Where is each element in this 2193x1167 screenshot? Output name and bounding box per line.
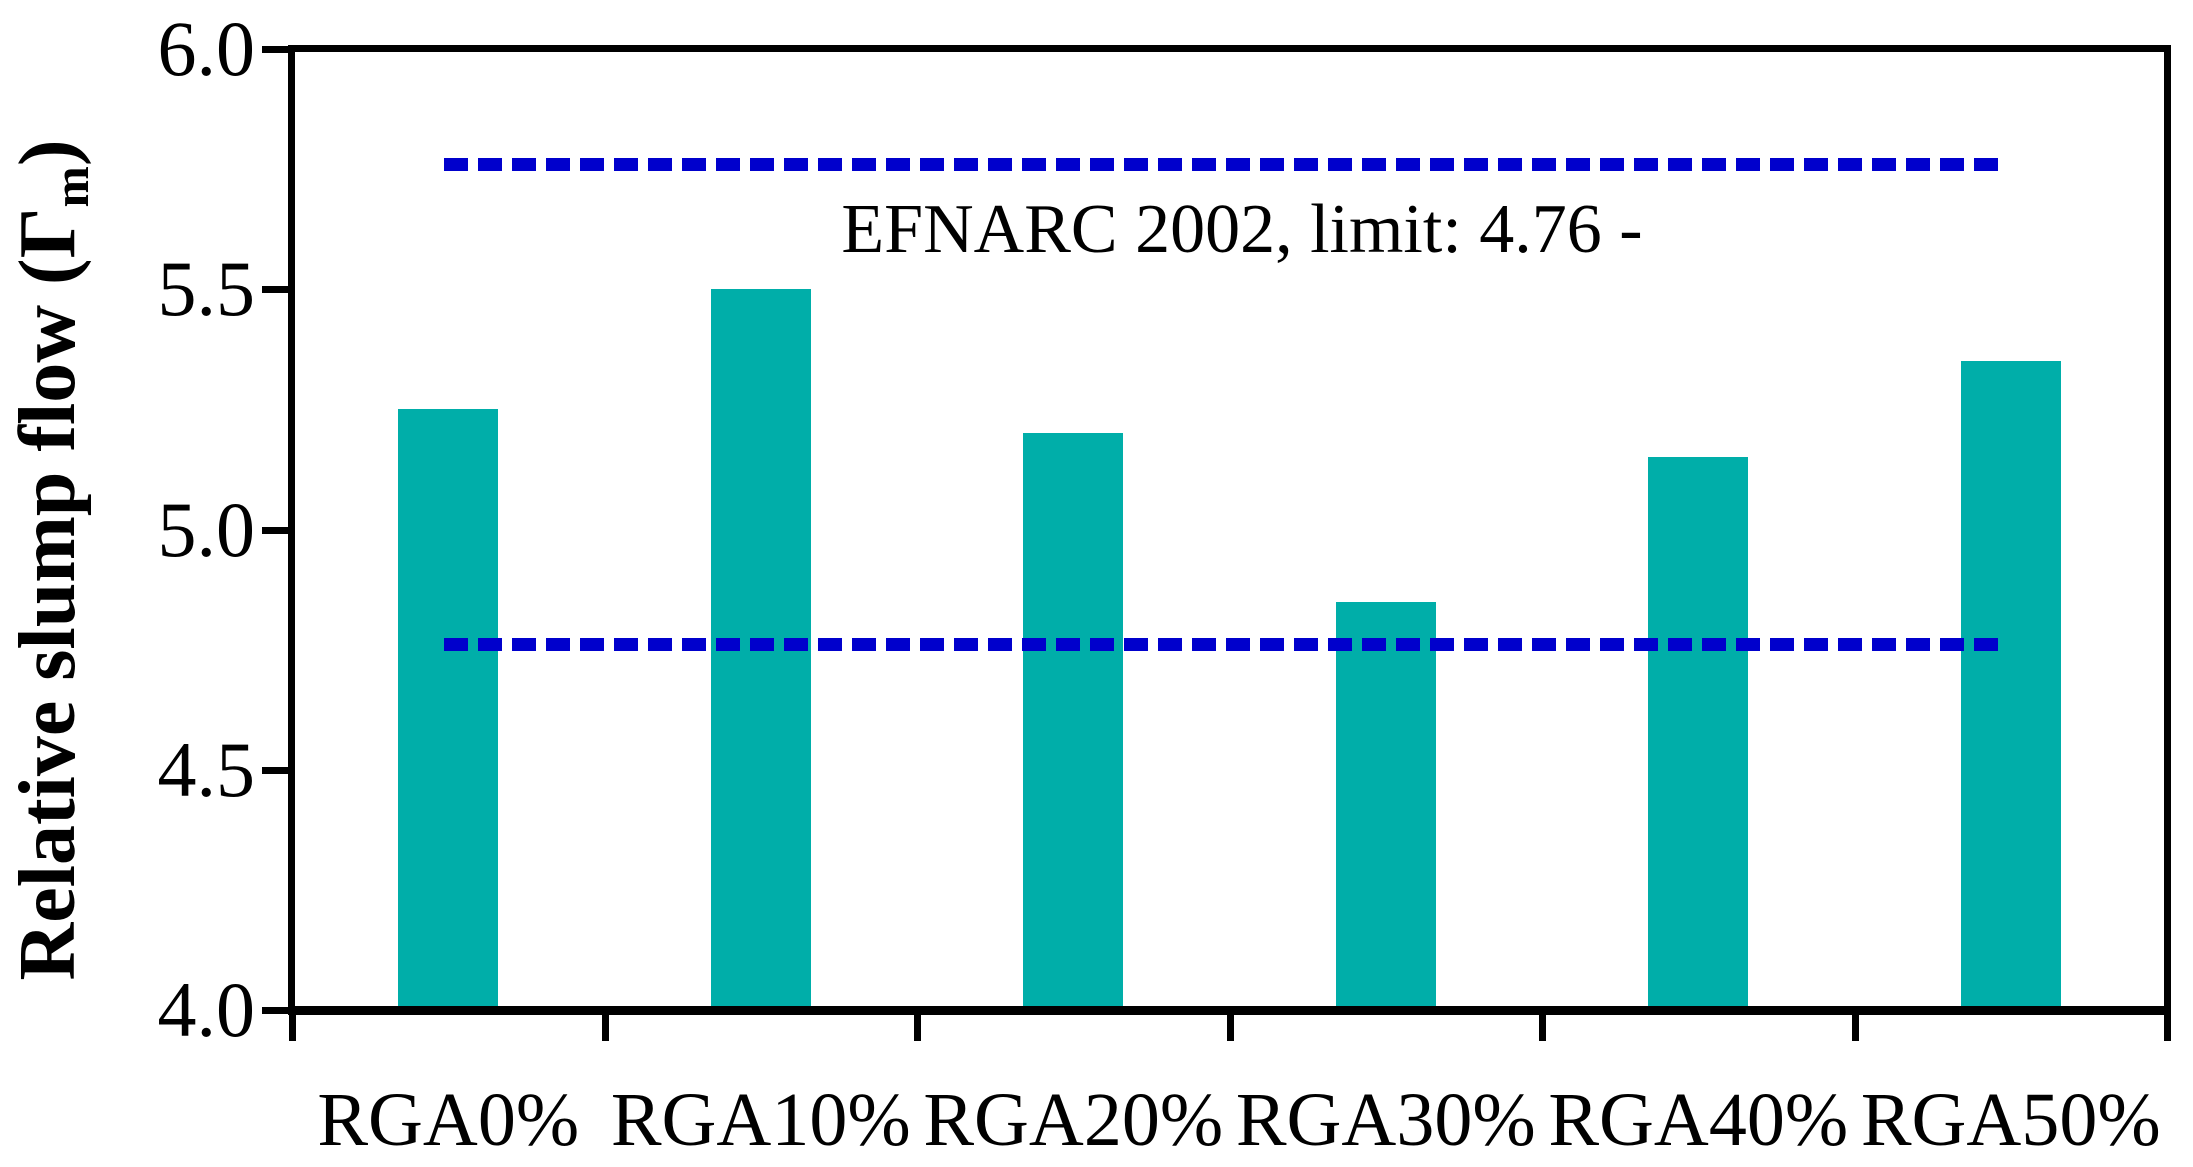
x-tick-label-rga0pct: RGA0% [317,1078,580,1162]
y-tick-label-4.5: 4.5 [157,725,256,813]
y-tick-mark [262,46,292,53]
y-tick-label-5.0: 5.0 [157,485,256,573]
x-tick-mark [1851,1014,1859,1041]
x-tick-label-rga40pct: RGA40% [1548,1078,1849,1162]
x-tick-mark [601,1014,609,1041]
upper-limit-dashed-line [444,157,2005,171]
y-tick-label-6.0: 6.0 [157,5,256,92]
y-tick-mark [262,286,292,294]
x-tick-label-rga30pct: RGA30% [1235,1078,1536,1162]
plot-top-border [288,45,2171,52]
x-tick-mark [1539,1014,1546,1041]
y-tick-label-5.5: 5.5 [157,245,256,333]
x-tick-mark [914,1014,921,1041]
x-tick-label-rga10pct: RGA10% [610,1078,911,1162]
bar-rga40pct [1648,457,1749,1010]
plot-right-border [2164,45,2171,1015]
x-tick-mark [1226,1014,1234,1041]
bar-rga20pct [1023,433,1124,1010]
x-tick-mark [2164,1014,2171,1041]
y-tick-mark [262,526,292,534]
bar-rga30pct [1335,601,1436,1010]
y-tick-label-4.0: 4.0 [157,966,256,1053]
bar-rga50pct [1960,361,2061,1010]
lower-limit-dashed-line [444,638,2005,652]
bar-rga0pct [398,409,499,1010]
x-tick-mark [289,1014,296,1041]
x-tick-label-rga50pct: RGA50% [1860,1078,2161,1162]
x-tick-label-rga20pct: RGA20% [923,1078,1224,1162]
efnarc-limit-annotation: EFNARC 2002, limit: 4.76 - [841,191,1643,268]
y-tick-mark [262,766,292,774]
x-axis-line [288,1006,2171,1015]
y-tick-mark [262,1007,292,1014]
